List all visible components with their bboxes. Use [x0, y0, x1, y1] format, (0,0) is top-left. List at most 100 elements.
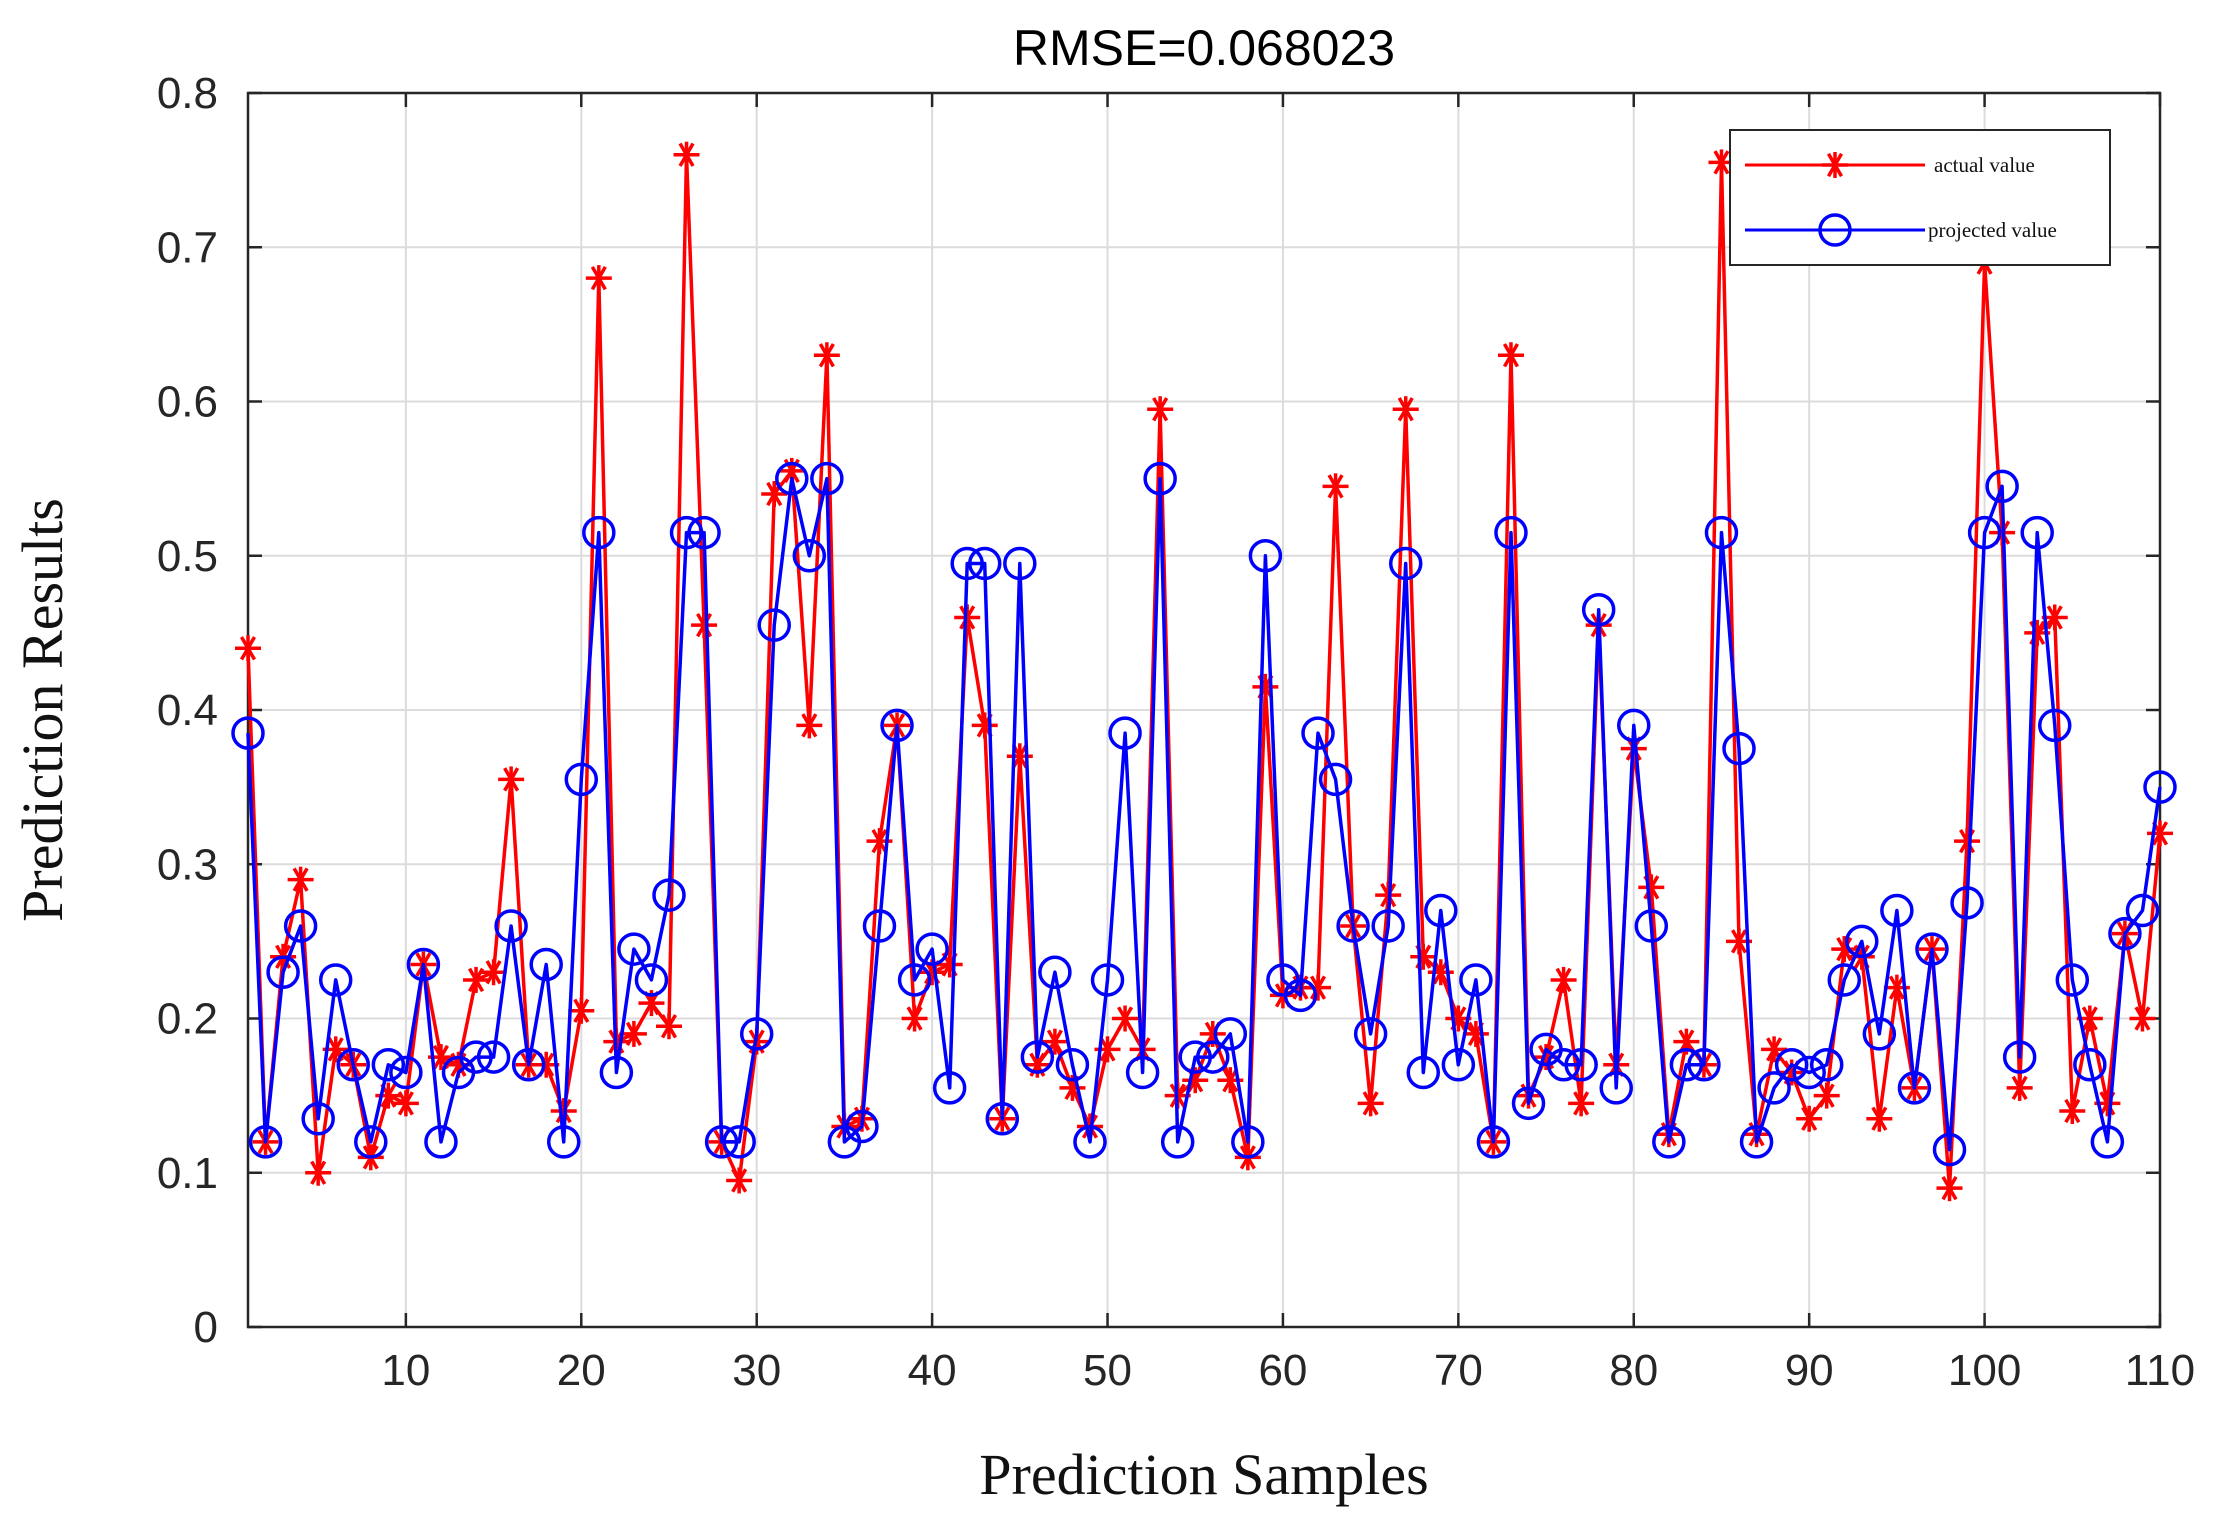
data-point-actual — [901, 1005, 928, 1032]
data-point-projected — [1722, 731, 1756, 766]
data-point-projected — [2108, 916, 2142, 951]
data-point-projected — [792, 539, 827, 573]
data-point-projected — [1792, 1055, 1826, 1090]
data-point-projected — [2125, 893, 2160, 928]
data-point-projected — [1880, 893, 1914, 928]
data-point-projected — [704, 1125, 739, 1159]
y-tick-label: 0.7 — [157, 223, 218, 272]
data-point-projected — [354, 1125, 388, 1159]
data-point-projected — [389, 1055, 423, 1090]
data-point-projected — [1634, 909, 1669, 943]
data-point-projected — [634, 963, 669, 997]
data-point-projected — [1108, 716, 1142, 750]
data-point-actual — [392, 1090, 419, 1117]
data-point-actual — [585, 265, 612, 292]
data-point-projected — [1371, 909, 1405, 943]
data-point-projected — [1669, 1048, 1704, 1082]
data-point-actual — [235, 635, 261, 662]
data-point-actual — [1813, 1082, 1840, 1109]
data-point-actual — [2059, 1098, 2086, 1125]
data-point-projected — [1827, 963, 1862, 997]
data-point-projected — [915, 932, 949, 966]
x-tick-label: 20 — [557, 1346, 606, 1395]
data-point-actual — [620, 1020, 647, 1047]
data-point-projected — [1897, 1071, 1932, 1105]
data-point-actual — [463, 966, 490, 993]
data-point-actual — [1305, 974, 1332, 1001]
data-point-projected — [1125, 1055, 1160, 1090]
data-point-projected — [2055, 963, 2090, 997]
data-point-projected — [459, 1040, 493, 1074]
data-point-actual — [1866, 1105, 1893, 1132]
data-point-projected — [406, 947, 441, 982]
data-point-actual — [2006, 1074, 2033, 1101]
data-point-projected — [582, 515, 616, 550]
data-point-projected — [1143, 461, 1177, 496]
legend-marker-circle-icon — [1818, 213, 1852, 247]
data-point-projected — [564, 762, 599, 797]
data-point-actual — [305, 1159, 332, 1186]
data-point-projected — [1546, 1048, 1581, 1082]
data-point-projected — [546, 1125, 581, 1159]
data-point-projected — [1301, 716, 1335, 750]
data-point-projected — [1757, 1071, 1791, 1105]
data-point-projected — [1231, 1125, 1265, 1159]
x-tick-label: 30 — [732, 1346, 781, 1395]
y-tick-label: 0.3 — [157, 840, 218, 889]
data-point-projected — [985, 1102, 1020, 1136]
data-point-actual — [568, 997, 595, 1024]
data-point-projected — [424, 1125, 458, 1159]
data-point-projected — [897, 963, 932, 997]
chart-title: RMSE=0.068023 — [1013, 20, 1395, 76]
data-point-actual — [1112, 1005, 1139, 1032]
data-point-projected — [283, 909, 318, 943]
x-tick-label: 50 — [1083, 1346, 1132, 1395]
data-point-projected — [1581, 592, 1616, 627]
data-point-projected — [1248, 539, 1283, 573]
data-point-projected — [722, 1125, 756, 1159]
data-point-projected — [1862, 1017, 1897, 1051]
data-point-projected — [1932, 1132, 1967, 1167]
data-point-actual — [796, 712, 823, 739]
data-point-actual — [287, 866, 314, 893]
legend-marker-asterisk-icon — [1822, 152, 1848, 178]
data-point-projected — [476, 1040, 511, 1074]
data-point-actual — [498, 766, 525, 793]
data-point-actual — [2129, 1005, 2156, 1032]
data-point-projected — [301, 1102, 335, 1136]
data-point-actual — [1954, 828, 1981, 855]
data-point-projected — [1617, 708, 1651, 743]
data-point-projected — [1336, 909, 1370, 943]
x-tick-label: 100 — [1948, 1346, 2021, 1395]
data-point-projected — [2073, 1048, 2107, 1082]
data-point-projected — [1915, 932, 1949, 966]
data-point-actual — [1392, 396, 1419, 423]
data-point-projected — [371, 1048, 406, 1082]
y-tick-label: 0.2 — [157, 995, 218, 1044]
data-point-projected — [2143, 770, 2177, 804]
y-tick-label: 0.8 — [157, 69, 218, 118]
data-point-projected — [494, 909, 528, 943]
data-point-projected — [1090, 963, 1125, 997]
data-point-projected — [1318, 762, 1353, 797]
data-point-projected — [1388, 546, 1423, 581]
data-point-actual — [480, 959, 507, 986]
data-point-projected — [266, 955, 300, 989]
data-point-projected — [1845, 924, 1879, 959]
data-point-projected — [1687, 1048, 1721, 1082]
data-point-projected — [1599, 1071, 1633, 1105]
data-point-actual — [1708, 149, 1735, 176]
legend-asterisk — [1822, 152, 1848, 178]
y-tick-label: 0.4 — [157, 686, 218, 735]
data-point-projected — [511, 1048, 546, 1082]
data-point-actual — [1568, 1090, 1595, 1117]
data-point-actual — [1796, 1105, 1823, 1132]
data-point-projected — [2002, 1040, 2037, 1074]
data-point-projected — [1950, 886, 1984, 920]
data-point-projected — [2038, 708, 2072, 743]
data-point-actual — [673, 141, 700, 168]
data-point-projected — [231, 716, 265, 750]
data-point-projected — [862, 909, 897, 943]
data-point-actual — [1357, 1090, 1384, 1117]
x-tick-label: 80 — [1609, 1346, 1658, 1395]
